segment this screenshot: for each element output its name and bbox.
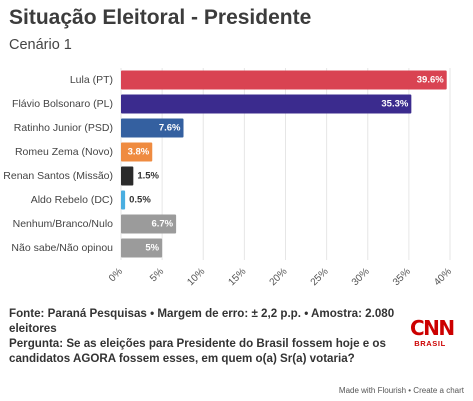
data-label: 3.8% xyxy=(128,147,150,158)
category-label: Não sabe/Não opinou xyxy=(11,242,113,254)
x-tick-label: 30% xyxy=(350,266,372,288)
x-tick-label: 15% xyxy=(226,266,248,288)
category-label: Romeu Zema (Novo) xyxy=(15,146,113,158)
bar xyxy=(121,190,126,210)
bar xyxy=(121,70,447,90)
category-label: Ratinho Junior (PSD) xyxy=(14,122,113,134)
x-tick-label: 0% xyxy=(107,266,125,284)
data-label: 39.6% xyxy=(417,75,444,86)
category-label: Nenhum/Branco/Nulo xyxy=(13,218,114,230)
data-label: 35.3% xyxy=(381,99,408,110)
data-label: 1.5% xyxy=(137,171,159,182)
cnn-brasil-logo: CNN BRASIL xyxy=(410,316,455,348)
bar xyxy=(121,118,184,138)
source-note: Fonte: Paraná Pesquisas • Margem de erro… xyxy=(9,307,395,335)
data-label: 6.7% xyxy=(151,219,173,230)
category-label: Flávio Bolsonaro (PL) xyxy=(12,98,113,110)
data-label: 7.6% xyxy=(159,123,181,134)
bar xyxy=(121,166,134,186)
category-label: Renan Santos (Missão) xyxy=(3,170,113,182)
cnn-logo-brasil: BRASIL xyxy=(414,339,446,348)
bar xyxy=(121,94,412,114)
bar xyxy=(121,142,153,162)
chart-subtitle: Cenário 1 xyxy=(9,37,72,53)
cnn-logo-word: CNN xyxy=(410,316,455,340)
x-tick-label: 40% xyxy=(432,266,454,288)
x-tick-label: 25% xyxy=(309,266,331,288)
flourish-credit[interactable]: Made with Flourish • Create a chart xyxy=(338,386,464,395)
chart-title: Situação Eleitoral - Presidente xyxy=(9,6,312,29)
chart-footer: Fonte: Paraná Pesquisas • Margem de erro… xyxy=(9,306,409,366)
bar-chart: 0% 5% 10% 15% 20% 25% 30% 35% 40% Lula (PT) 39.6% F… xyxy=(3,68,454,288)
x-tick-label: 20% xyxy=(268,266,290,288)
question-note: Pergunta: Se as eleições para Presidente… xyxy=(9,337,386,365)
x-tick-label: 10% xyxy=(185,266,207,288)
category-label: Lula (PT) xyxy=(70,74,113,86)
category-label: Aldo Rebelo (DC) xyxy=(31,194,113,206)
data-label: 0.5% xyxy=(129,195,151,206)
x-tick-label: 35% xyxy=(391,266,413,288)
bar xyxy=(121,238,163,258)
bar xyxy=(121,214,177,234)
data-label: 5% xyxy=(145,243,159,254)
x-tick-label: 5% xyxy=(148,266,166,284)
